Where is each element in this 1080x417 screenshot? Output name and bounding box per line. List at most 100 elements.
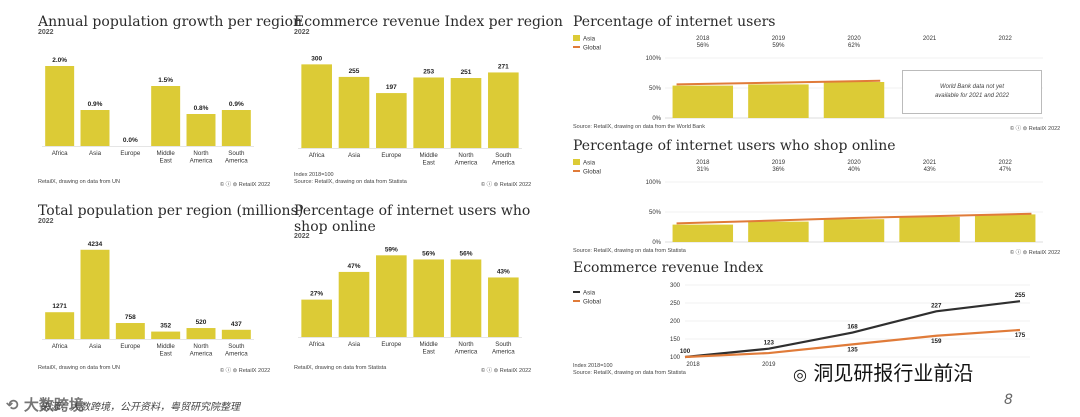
- bar: [450, 259, 482, 337]
- bar: [488, 72, 519, 148]
- year-label: 2020: [847, 36, 861, 42]
- bar: [301, 299, 332, 337]
- license-icons: © ⓘ ⊜ RetailX 2022: [220, 368, 271, 374]
- bar: [413, 77, 444, 148]
- category-label: Europe: [120, 150, 141, 157]
- legend-label: Global: [583, 299, 601, 306]
- chart-source: RetailX, drawing on data from UN: [38, 365, 120, 371]
- chart-source: Source: RetailX, drawing on data from St…: [294, 179, 407, 185]
- category-label: South: [495, 341, 512, 348]
- bar: [221, 329, 251, 339]
- category-label: North: [458, 152, 474, 159]
- chart-title: Percentage of internet users who shop on…: [294, 203, 531, 235]
- category-label: Asia: [348, 341, 361, 348]
- category-label: America: [225, 158, 248, 165]
- brand-watermark: ⟲ 大数跨境: [6, 396, 84, 414]
- category-label: Asia: [89, 343, 102, 350]
- data-value-label: 135: [847, 346, 858, 353]
- bar: [186, 328, 216, 339]
- line-chart: 300 250 200 150 100 2018 2019 100 123 168 227 255 13…: [670, 283, 1030, 368]
- bar: [338, 76, 370, 148]
- y-tick-label: 250: [670, 301, 681, 307]
- bar-asia: [672, 224, 734, 242]
- y-tick-label: 300: [670, 283, 681, 289]
- panel-internet-users: Percentage of internet users Asia Global …: [565, 8, 1070, 138]
- category-label: Europe: [381, 341, 402, 348]
- global-value-label: 43%: [924, 167, 937, 173]
- bar-value-label: 1.5%: [158, 77, 173, 84]
- chart-source: Source: RetailX, drawing on data from St…: [573, 370, 686, 376]
- bar-asia: [823, 219, 885, 242]
- bar-value-label: 1271: [52, 303, 67, 310]
- y-tick-label: 0%: [652, 116, 661, 122]
- legend-label: Global: [583, 45, 601, 52]
- page-number: 8: [1004, 392, 1013, 408]
- bar-value-label: 520: [196, 319, 207, 326]
- bar: [450, 78, 482, 148]
- wechat-watermark: ◎ 洞见研报行业前沿: [793, 361, 974, 385]
- category-label: America: [225, 351, 248, 358]
- category-label: America: [190, 158, 213, 165]
- bar: [301, 64, 332, 148]
- license-icons: © ⓘ ⊜ RetailX 2022: [220, 182, 271, 188]
- bar: [151, 331, 181, 339]
- bar-asia: [672, 85, 734, 118]
- year-label: 2022: [999, 36, 1013, 42]
- bar-value-label: 0.8%: [194, 105, 209, 112]
- bar-value-label: 0.0%: [123, 137, 138, 144]
- data-value-label: 168: [847, 324, 858, 331]
- data-value-label: 100: [680, 348, 691, 355]
- category-label: North: [193, 343, 209, 350]
- category-label: Africa: [52, 343, 68, 350]
- y-tick-label: 100: [670, 355, 681, 361]
- bar-chart: 1271 Africa 4234 Asia 758 Europe 352 MiddleEast…: [42, 241, 254, 358]
- bar-value-label: 437: [231, 321, 242, 328]
- year-label: 2019: [772, 36, 786, 42]
- license-icons: © ⓘ ⊜ RetailX 2022: [481, 368, 532, 374]
- global-value-label: 56%: [697, 43, 710, 49]
- bar-value-label: 56%: [459, 250, 472, 257]
- bar: [115, 323, 145, 339]
- legend-label: Global: [583, 169, 601, 176]
- bar-value-label: 255: [349, 68, 360, 75]
- y-tick-label: 150: [670, 337, 681, 343]
- legend-label: Asia: [583, 290, 596, 297]
- global-value-label: 36%: [772, 167, 785, 173]
- category-label: America: [455, 349, 478, 356]
- year-label: 2020: [847, 160, 861, 166]
- chart-year: 2022: [294, 233, 310, 240]
- category-label: Europe: [120, 343, 141, 350]
- panel-ecommerce-revenue-index: Ecommerce revenue Index Asia Global 300 25…: [565, 256, 1070, 381]
- data-value-label: 227: [931, 302, 942, 309]
- bar-value-label: 271: [498, 63, 509, 70]
- bar-asia: [748, 84, 809, 118]
- bar: [376, 93, 407, 148]
- legend: Asia Global: [573, 159, 601, 176]
- category-label: South: [228, 343, 245, 350]
- series-line-asia: [684, 300, 1021, 359]
- bar-value-label: 253: [423, 68, 434, 75]
- bar: [45, 312, 75, 339]
- chart-title: Percentage of internet users: [573, 14, 776, 30]
- category-label: North: [458, 341, 474, 348]
- panel-annual-population-growth: Annual population growth per region 2022…: [30, 8, 302, 193]
- category-label: America: [455, 160, 478, 167]
- category-label: Middle: [420, 341, 439, 348]
- y-tick-label: 50%: [649, 210, 662, 216]
- series-line-global: [684, 328, 1021, 359]
- bar-value-label: 59%: [385, 246, 398, 253]
- category-label: Africa: [52, 150, 68, 157]
- bar-value-label: 47%: [347, 263, 360, 270]
- legend-swatch-asia: [573, 35, 580, 41]
- footer-note: 来源：大数跨境，公开资料，粤贸研究院整理: [40, 402, 240, 413]
- chart-title: Total population per region (millions): [38, 203, 304, 219]
- chart-note: Index 2018=100: [294, 172, 334, 178]
- chart-title: Ecommerce revenue Index: [573, 260, 764, 276]
- global-value-label: 31%: [697, 167, 710, 173]
- x-tick-label: 2019: [762, 362, 776, 368]
- category-label: East: [422, 160, 435, 167]
- category-label: Europe: [381, 152, 402, 159]
